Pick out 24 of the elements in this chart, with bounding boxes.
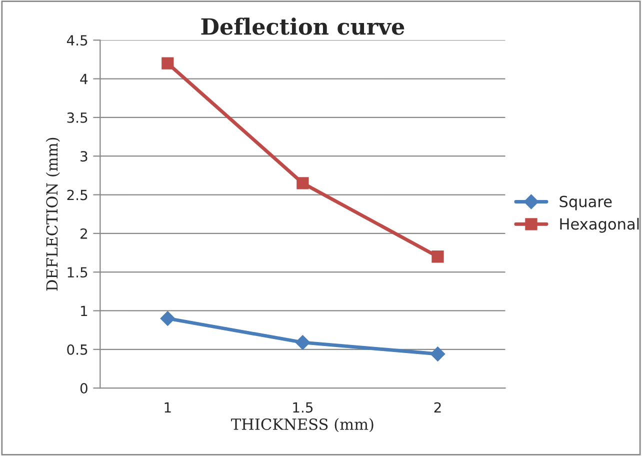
y-axis-title: DEFLECTION (mm) xyxy=(46,138,60,291)
y-tick-label: 0 xyxy=(80,383,88,394)
y-tick-label: 0.5 xyxy=(67,344,88,355)
y-tick-label: 2 xyxy=(80,228,87,239)
y-tick-label: 3.5 xyxy=(67,112,88,123)
point xyxy=(160,311,176,326)
y-tick-label: 4.5 xyxy=(66,35,88,46)
y-tick-label: 2.5 xyxy=(67,190,88,200)
legend-label: Square xyxy=(560,196,612,210)
x-tick-label: 1.5 xyxy=(293,402,313,413)
x-tick-label: 1 xyxy=(164,402,171,412)
legend-label: Hexagonal xyxy=(560,218,639,233)
point xyxy=(162,57,174,70)
y-tick-label: 3 xyxy=(80,151,88,162)
y-tick-label: 1.5 xyxy=(68,267,88,278)
point xyxy=(295,335,310,350)
y-tick-label: 4 xyxy=(80,74,88,84)
point xyxy=(432,250,444,263)
point xyxy=(296,177,309,190)
point xyxy=(430,346,446,362)
x-tick-label: 2 xyxy=(434,402,441,412)
y-tick-label: 1 xyxy=(81,306,88,316)
x-axis-title: THICKNESS (mm) xyxy=(231,418,374,432)
chart-title: Deflection curve xyxy=(201,18,404,35)
